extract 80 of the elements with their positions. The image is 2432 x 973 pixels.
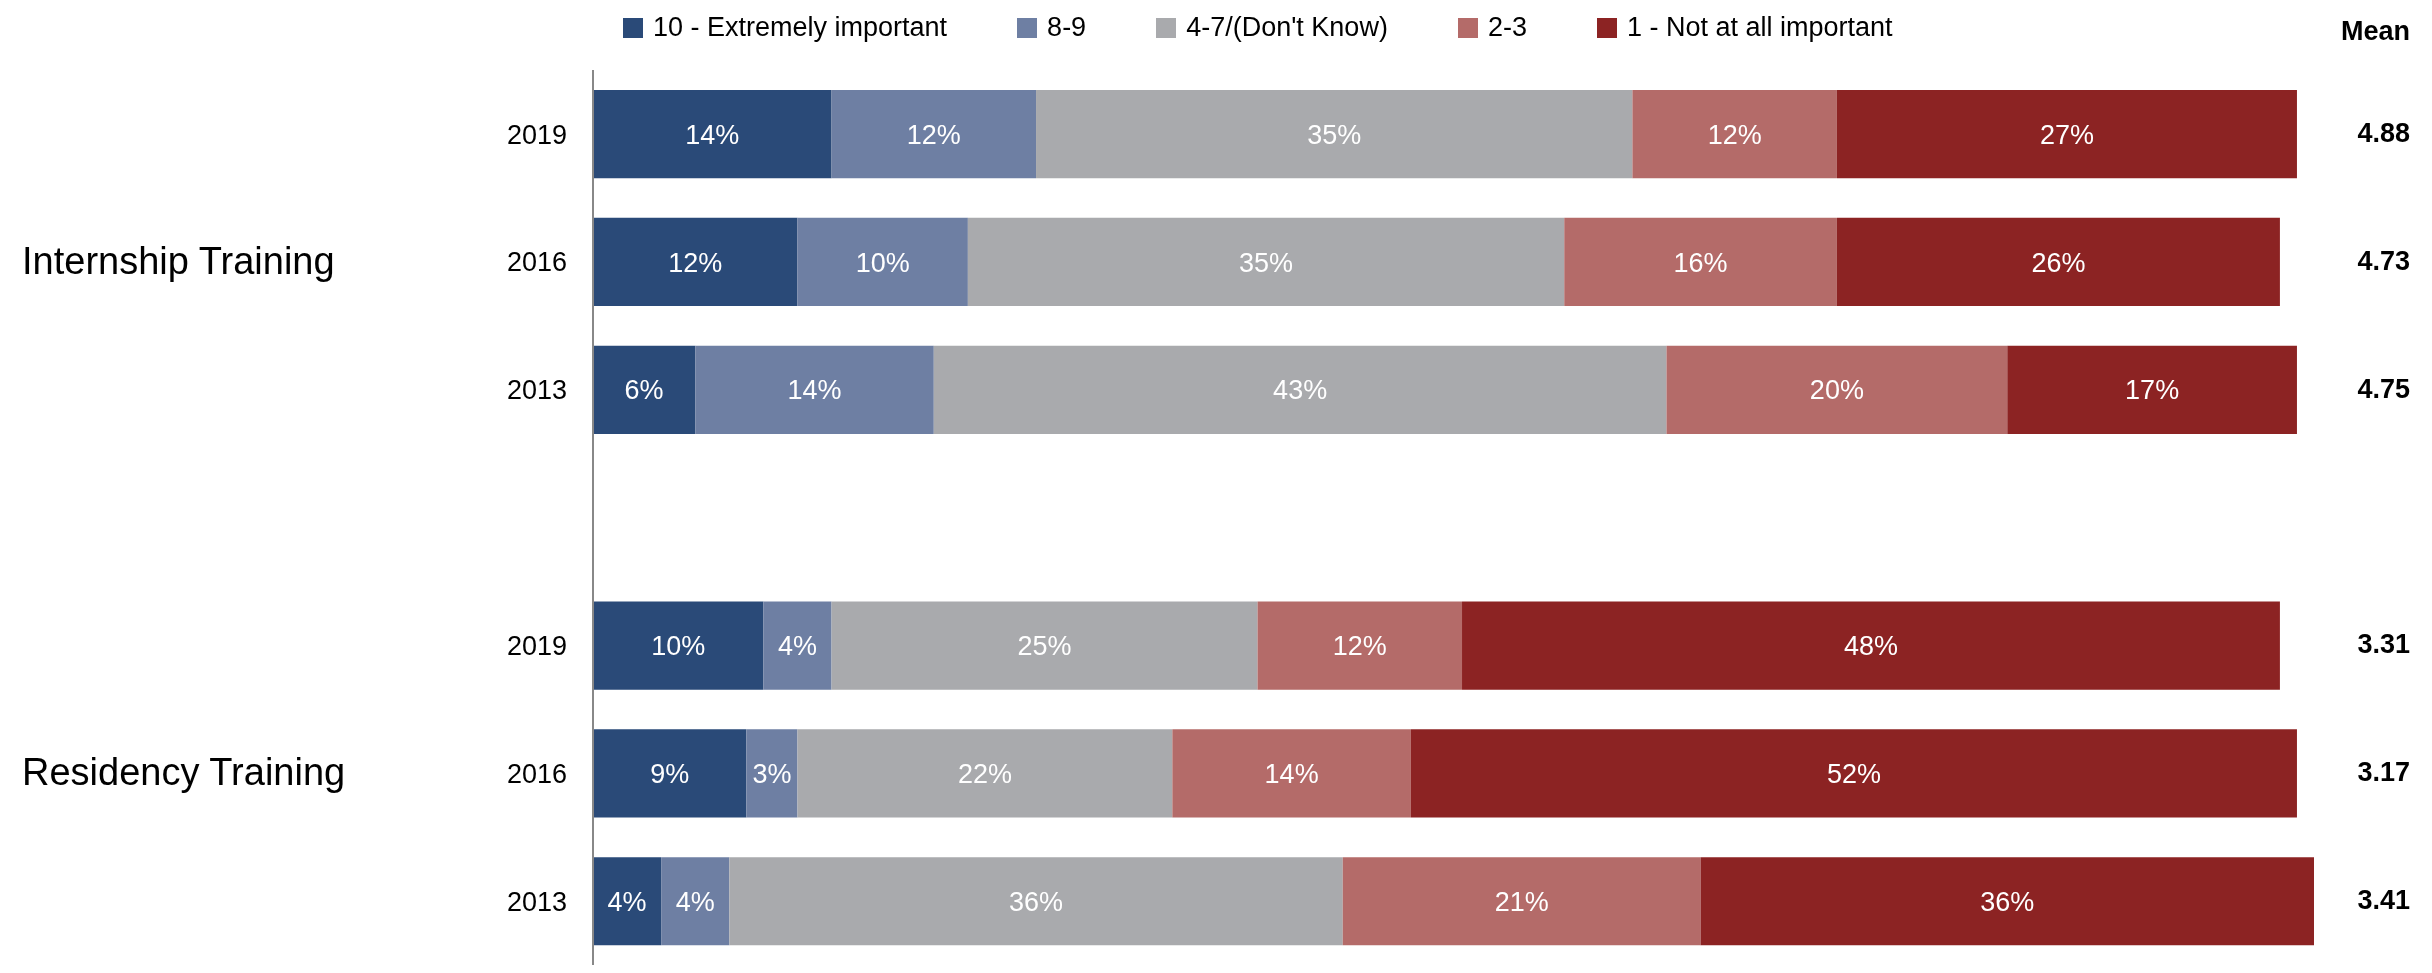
data-label: 27% <box>2039 119 2094 150</box>
y-tick-label: 2016 <box>506 247 567 278</box>
bar <box>593 857 662 946</box>
bar <box>729 857 1343 946</box>
data-label: 14% <box>787 375 842 406</box>
bar <box>593 345 696 434</box>
data-label: 3% <box>752 758 792 789</box>
y-tick-label: 2013 <box>506 375 567 406</box>
bar <box>831 90 1037 179</box>
data-label: 26% <box>2031 247 2086 278</box>
data-label: 10% <box>651 631 706 662</box>
text: 3.31 <box>2357 629 2410 661</box>
legend-label: 4-7/(Don't Know) <box>1186 12 1388 43</box>
bar <box>1410 729 2297 818</box>
data-label: 4% <box>675 886 715 917</box>
bar <box>797 729 1173 818</box>
data-label: 22% <box>957 758 1012 789</box>
bar <box>593 601 764 690</box>
text: Mean <box>2340 16 2410 47</box>
data-label: 25% <box>1017 631 1072 662</box>
data-label: 9% <box>650 758 690 789</box>
bar <box>1564 217 1837 307</box>
bar <box>763 601 832 690</box>
text: 4.73 <box>2357 245 2410 277</box>
bar <box>933 345 1667 434</box>
data-label: 17% <box>2125 375 2180 406</box>
data-label: 14% <box>685 119 740 150</box>
data-label: 12% <box>1332 631 1387 662</box>
data-label: 36% <box>1009 886 1064 917</box>
data-label: 35% <box>1307 119 1362 150</box>
data-label: 52% <box>1826 758 1881 789</box>
data-label: 21% <box>1494 886 1549 917</box>
bar <box>1257 601 1463 690</box>
bar <box>967 217 1565 307</box>
legend-label: 1 - Not at all important <box>1626 12 1893 43</box>
data-label: 10% <box>855 247 910 278</box>
data-label: 48% <box>1843 631 1898 662</box>
bar <box>1700 857 2314 946</box>
bar <box>746 729 798 818</box>
text: 4.88 <box>2357 117 2410 149</box>
text: Internship Training <box>22 239 335 283</box>
data-label: 16% <box>1673 247 1728 278</box>
data-label: 35% <box>1239 247 1294 278</box>
bar <box>1462 601 2280 690</box>
y-tick-label: 2019 <box>506 119 567 150</box>
data-label: 12% <box>906 119 961 150</box>
data-label: 12% <box>668 247 723 278</box>
legend-label: 10 - Extremely important <box>653 12 948 43</box>
text: 3.41 <box>2357 885 2410 917</box>
bar <box>1836 90 2297 179</box>
text: 3.17 <box>2357 757 2410 789</box>
data-label: 12% <box>1707 119 1762 150</box>
bar <box>2007 345 2297 434</box>
bar <box>593 729 747 818</box>
bar <box>661 857 730 946</box>
bar <box>797 217 968 307</box>
bar <box>1632 90 1837 179</box>
text: 4.75 <box>2357 373 2410 405</box>
bar <box>695 345 934 434</box>
data-label: 6% <box>624 375 664 406</box>
y-tick-label: 2019 <box>506 630 567 661</box>
data-label: 36% <box>1980 886 2035 917</box>
data-label: 20% <box>1809 375 1864 406</box>
data-label: 4% <box>777 631 817 662</box>
bar <box>1036 90 1633 179</box>
bar <box>1172 729 1411 818</box>
y-tick-label: 2016 <box>506 758 567 789</box>
data-label: 4% <box>607 886 647 917</box>
bar <box>593 217 798 307</box>
text: Residency Training <box>22 751 346 795</box>
bar <box>1342 857 1701 946</box>
data-label: 14% <box>1264 758 1319 789</box>
bar <box>1666 345 2008 434</box>
legend-label: 2-3 <box>1487 12 1527 43</box>
bar <box>593 90 832 179</box>
legend-label: 8-9 <box>1047 12 1087 43</box>
bar <box>831 601 1258 690</box>
bar <box>1836 217 2280 307</box>
y-tick-label: 2013 <box>506 886 567 917</box>
data-label: 43% <box>1273 375 1328 406</box>
